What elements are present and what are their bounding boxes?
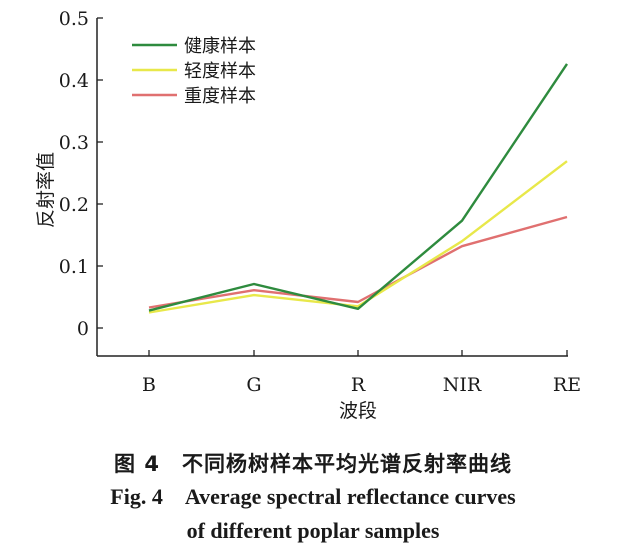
x-tick-label: RE (553, 374, 581, 396)
x-tick-label: R (351, 374, 366, 396)
x-tick-label: NIR (443, 374, 482, 396)
y-axis-title: 反射率值 (35, 152, 57, 228)
y-tick-label: 0.5 (59, 8, 89, 30)
figure-caption-chinese: 图 4 不同杨树样本平均光谱反射率曲线 (0, 448, 626, 478)
y-tick-label: 0.4 (59, 70, 89, 92)
caption-en-label: Fig. 4 (110, 484, 163, 509)
series-line (148, 63, 568, 312)
y-tick-label: 0.1 (59, 256, 89, 278)
legend-label: 重度样本 (184, 86, 256, 107)
chart-ticks: 0 0.1 0.2 0.3 0.4 0.5 B G R NIR RE (59, 8, 581, 396)
caption-zh-label: 图 4 (114, 452, 160, 476)
y-tick-label: 0.2 (59, 194, 89, 216)
caption-en-line1: Average spectral reflectance curves (184, 484, 516, 509)
x-axis-title: 波段 (339, 400, 377, 422)
caption-zh-text: 不同杨树样本平均光谱反射率曲线 (181, 452, 512, 476)
x-tick-label: B (142, 374, 156, 396)
legend-label: 健康样本 (184, 36, 256, 57)
y-tick-label: 0.3 (59, 132, 89, 154)
chart-axes (96, 18, 568, 357)
series-line (148, 160, 568, 314)
chart-series (148, 63, 568, 314)
legend-label: 轻度样本 (184, 61, 256, 82)
series-line (148, 215, 568, 309)
x-tick-label: G (246, 374, 261, 396)
figure-caption-english-line2: of different poplar samples (0, 518, 626, 544)
caption-en-line2: of different poplar samples (186, 518, 440, 543)
y-tick-label: 0 (77, 318, 89, 340)
figure-caption-english-line1: Fig. 4 Average spectral reflectance curve… (0, 484, 626, 510)
